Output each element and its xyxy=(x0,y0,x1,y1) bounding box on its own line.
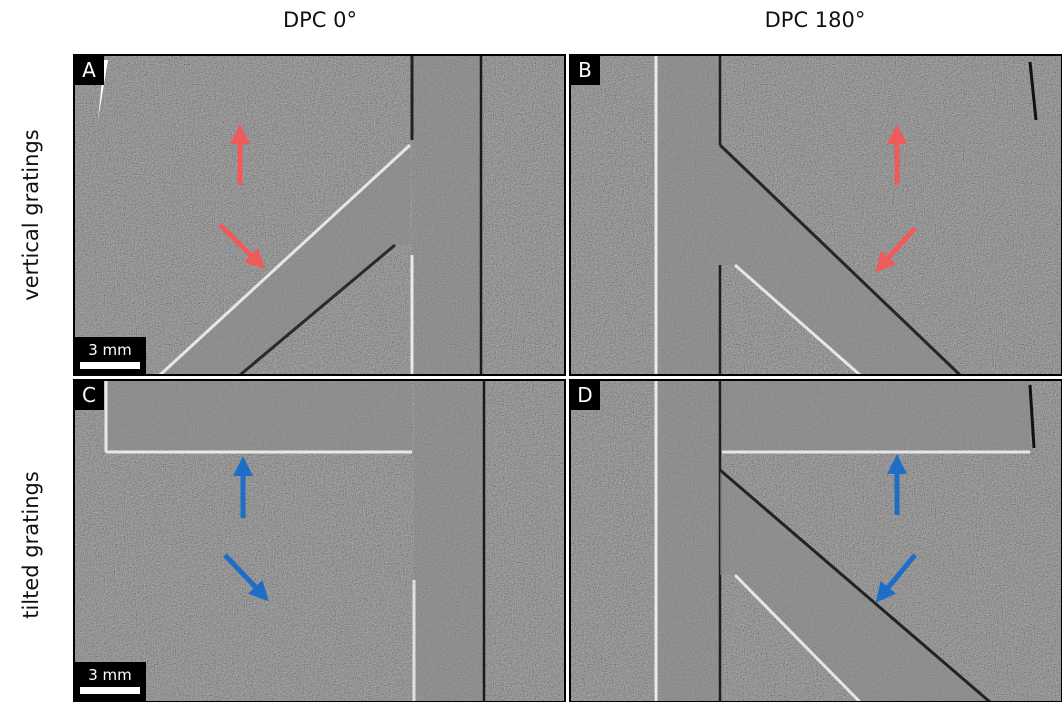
panel-label: D xyxy=(577,383,592,407)
row-label: tilted gratings xyxy=(19,471,43,619)
column-title: DPC 180° xyxy=(765,8,866,32)
panel-image xyxy=(74,380,565,702)
panel-image xyxy=(570,55,1062,375)
panel-image xyxy=(74,55,565,375)
scale-bar xyxy=(80,687,140,694)
scale-bar xyxy=(80,362,140,369)
row-label: vertical gratings xyxy=(19,129,43,300)
panel-label: C xyxy=(82,383,96,407)
figure: DPC 0° DPC 180° vertical gratings tilted… xyxy=(0,0,1062,702)
scale-bar-label: 3 mm xyxy=(88,341,132,359)
column-title: DPC 0° xyxy=(283,8,357,32)
panel-image xyxy=(570,380,1062,702)
panel-label: B xyxy=(578,58,592,82)
panel-label: A xyxy=(82,58,96,82)
scale-bar-label: 3 mm xyxy=(88,666,132,684)
